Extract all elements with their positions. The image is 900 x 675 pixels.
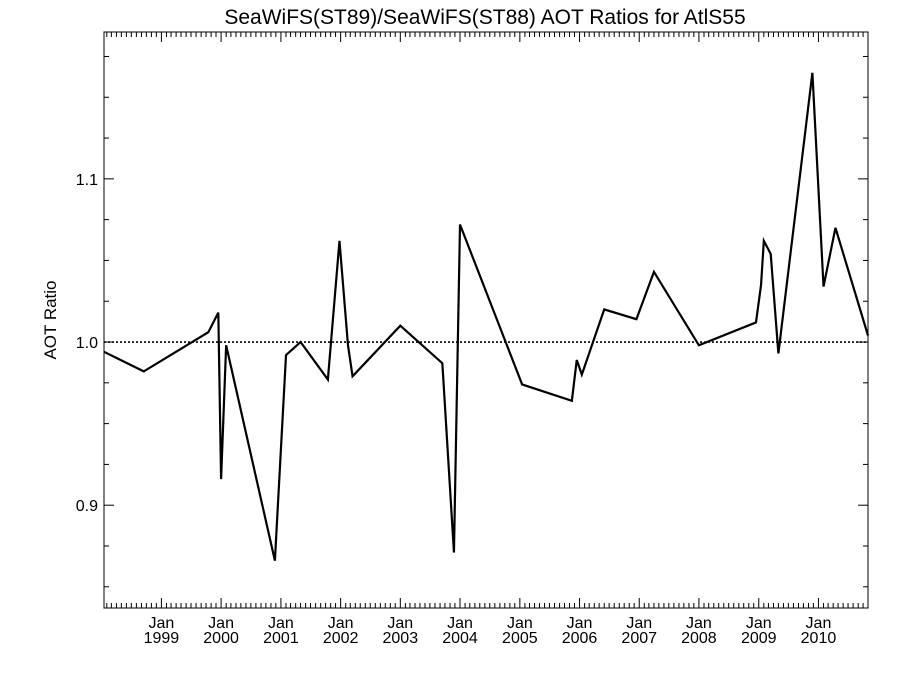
y-tick-label: 1.1 — [76, 172, 98, 189]
axis-ticks — [104, 32, 868, 608]
x-tick-month: Jan — [507, 615, 533, 632]
x-tick-month: Jan — [626, 615, 652, 632]
x-tick-year: 1999 — [144, 630, 180, 647]
axis-tick-labels: 0.91.01.1Jan1999Jan2000Jan2001Jan2002Jan… — [76, 172, 837, 647]
x-tick-month: Jan — [208, 615, 234, 632]
series-line — [103, 72, 870, 561]
x-tick-year: 2007 — [621, 630, 657, 647]
x-tick-year: 2003 — [383, 630, 419, 647]
x-tick-year: 2009 — [741, 630, 777, 647]
x-tick-month: Jan — [806, 615, 832, 632]
x-tick-month: Jan — [387, 615, 413, 632]
x-tick-year: 2005 — [502, 630, 538, 647]
x-tick-year: 2006 — [562, 630, 598, 647]
x-tick-month: Jan — [567, 615, 593, 632]
x-tick-month: Jan — [746, 615, 772, 632]
x-tick-month: Jan — [686, 615, 712, 632]
x-tick-month: Jan — [328, 615, 354, 632]
x-tick-year: 2010 — [801, 630, 837, 647]
chart-title: SeaWiFS(ST89)/SeaWiFS(ST88) AOT Ratios f… — [224, 6, 745, 29]
y-tick-label: 1.0 — [76, 335, 98, 352]
x-tick-year: 2002 — [323, 630, 359, 647]
x-tick-month: Jan — [148, 615, 174, 632]
x-tick-month: Jan — [268, 615, 294, 632]
x-tick-year: 2000 — [203, 630, 239, 647]
plot-frame — [103, 31, 869, 609]
y-axis-label: AOT Ratio — [41, 280, 60, 359]
x-tick-year: 2008 — [681, 630, 717, 647]
y-tick-label: 0.9 — [76, 498, 98, 515]
x-tick-year: 2004 — [442, 630, 478, 647]
x-tick-year: 2001 — [263, 630, 299, 647]
x-tick-month: Jan — [447, 615, 473, 632]
